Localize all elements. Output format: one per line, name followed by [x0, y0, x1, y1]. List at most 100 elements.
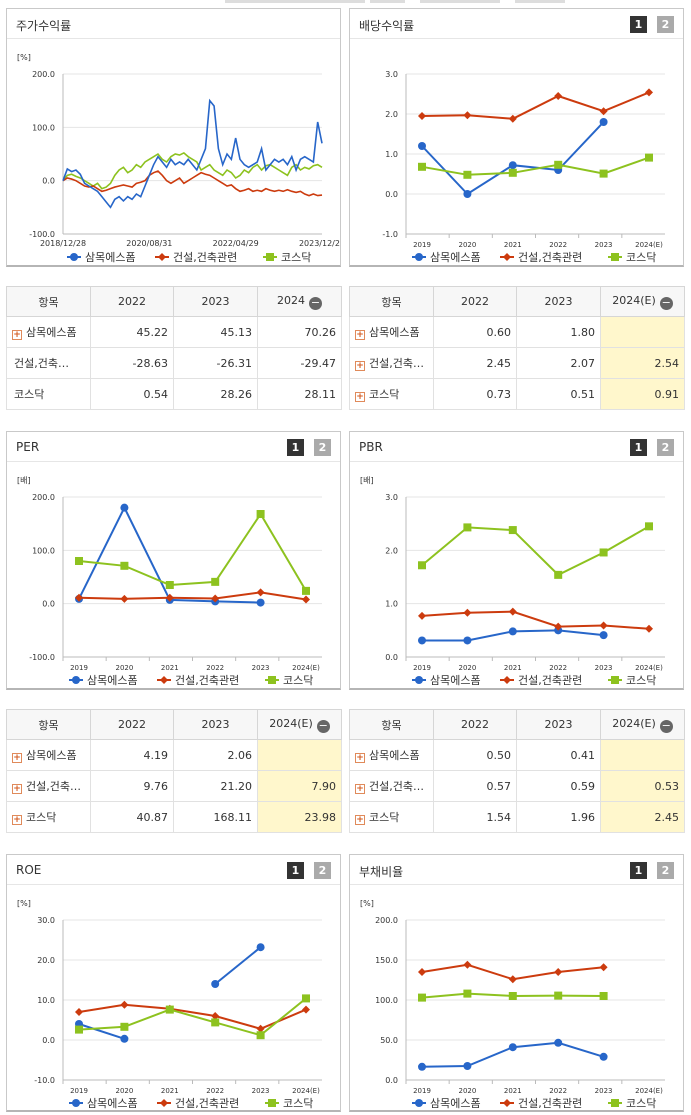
- row-name-cell[interactable]: + 삼목에스폼: [6, 739, 91, 771]
- x-tick-label: 2021: [504, 664, 522, 672]
- collapse-minus-icon[interactable]: −: [309, 295, 322, 310]
- chart-view-2-button[interactable]: 2: [657, 16, 674, 33]
- legend-label-company: 삼목에스폼: [430, 251, 481, 264]
- data-point-square: [463, 170, 472, 179]
- collapse-minus-icon[interactable]: −: [316, 718, 330, 733]
- legend-label-kosdaq: 코스닥: [283, 674, 313, 687]
- y-tick-label: 0.0: [385, 190, 398, 199]
- header-label: 2023: [544, 718, 573, 731]
- x-tick-label: 2023: [252, 1087, 270, 1095]
- x-tick-label: 2021: [161, 1087, 179, 1095]
- table-row: + 삼목에스폼 0.60 1.80: [349, 316, 685, 348]
- expand-plus-icon[interactable]: +: [355, 361, 365, 371]
- series-line-company: [214, 946, 262, 985]
- expand-plus-icon[interactable]: +: [355, 392, 365, 402]
- expand-plus-icon[interactable]: +: [355, 753, 365, 763]
- y-axis-unit-label: [배]: [360, 476, 374, 485]
- table-header-cell: 항목: [6, 286, 91, 317]
- value-cell: 2.54: [600, 347, 685, 379]
- panel-title: 배당수익률: [359, 19, 415, 33]
- data-point-diamond: [599, 107, 608, 116]
- collapse-minus-icon[interactable]: −: [659, 718, 673, 733]
- row-name-cell[interactable]: + 코스닥: [6, 801, 91, 833]
- row-name-cell[interactable]: + 삼목에스폼: [349, 739, 434, 771]
- row-name-cell[interactable]: + 건설,건축…: [349, 347, 434, 379]
- legend-label-company: 삼목에스폼: [85, 251, 136, 264]
- roe-chart: [%] 30.0 20.0 10.0 0.0 -10.0 2019 2020 2021 2022 2…: [7, 886, 340, 1111]
- data-point-diamond: [256, 1024, 265, 1033]
- y-tick-label: 30.0: [37, 916, 55, 925]
- per-chart: [배] 200.0 100.0 0.0 -100.0 2019 2020 2021 2022 20…: [7, 463, 340, 689]
- table-header-cell: 2024(E) −: [600, 286, 685, 317]
- header-label: 2022: [461, 718, 489, 731]
- series-line-kosdaq: [421, 525, 650, 577]
- chart-view-1-button[interactable]: 1: [287, 439, 304, 456]
- data-point-square: [554, 991, 563, 1000]
- panel-title: 주가수익률: [16, 19, 72, 33]
- value-cell: 0.50: [433, 739, 517, 771]
- chart-view-1-button[interactable]: 1: [630, 439, 647, 456]
- expand-plus-icon[interactable]: +: [12, 330, 22, 340]
- chart-view-2-button[interactable]: 2: [314, 862, 331, 879]
- expand-plus-icon[interactable]: +: [12, 784, 22, 794]
- row-name-cell[interactable]: + 코스닥: [349, 801, 434, 833]
- table-row: + 코스닥 1.54 1.96 2.45: [349, 801, 685, 833]
- y-tick-label: -100.0: [29, 653, 55, 662]
- chart-view-2-button[interactable]: 2: [657, 862, 674, 879]
- data-point-square: [418, 993, 426, 1002]
- chart-view-1-button[interactable]: 1: [287, 862, 304, 879]
- data-point-square: [120, 1022, 129, 1031]
- data-point-circle: [70, 253, 78, 261]
- table-row: 코스닥 0.54 28.26 28.11: [6, 378, 342, 410]
- row-name-cell[interactable]: + 건설,건축…: [349, 770, 434, 802]
- data-point-diamond: [599, 621, 608, 630]
- legend-label-sector: 건설,건축관련: [518, 251, 582, 264]
- chart-view-2-button[interactable]: 2: [657, 439, 674, 456]
- data-point-circle: [72, 1099, 80, 1107]
- x-tick-label: 2019: [413, 1087, 431, 1095]
- legend-label-kosdaq: 코스닥: [281, 251, 311, 264]
- table-header-cell: 항목: [349, 709, 434, 740]
- value-cell: 70.26: [257, 316, 342, 348]
- y-tick-label: 0.0: [385, 653, 398, 662]
- data-point-circle: [256, 943, 265, 952]
- table-row: + 삼목에스폼 45.22 45.13 70.26: [6, 316, 342, 348]
- x-tick-label: 2023: [595, 1087, 613, 1095]
- row-name: 삼목에스폼: [26, 326, 77, 339]
- expand-plus-icon[interactable]: +: [355, 330, 365, 340]
- header-label: 2022: [118, 295, 146, 308]
- x-tick-label: 2022: [549, 241, 567, 249]
- collapse-minus-icon[interactable]: −: [659, 295, 673, 310]
- table-header-cell: 2023: [516, 709, 601, 740]
- value-cell: 40.87: [90, 801, 174, 833]
- row-name-cell[interactable]: + 건설,건축…: [6, 770, 91, 802]
- expand-plus-icon[interactable]: +: [12, 753, 22, 763]
- chart-view-1-button[interactable]: 1: [630, 16, 647, 33]
- chart-view-1-button[interactable]: 1: [630, 862, 647, 879]
- chart-view-2-button[interactable]: 2: [314, 439, 331, 456]
- value-cell: 0.60: [433, 316, 517, 348]
- expand-plus-icon[interactable]: +: [12, 815, 22, 825]
- data-point-diamond: [211, 1012, 220, 1020]
- row-name: 코스닥: [14, 388, 45, 401]
- table-header-cell: 2022: [90, 286, 174, 317]
- row-name-cell[interactable]: + 삼목에스폼: [349, 316, 434, 348]
- expand-plus-icon[interactable]: +: [355, 784, 365, 794]
- y-axis-unit-label: [%]: [360, 899, 374, 908]
- legend-label-kosdaq: 코스닥: [626, 251, 656, 264]
- row-name-cell[interactable]: + 삼목에스폼: [6, 316, 91, 348]
- x-tick-label: 2019: [70, 1087, 88, 1095]
- row-name-cell[interactable]: + 코스닥: [349, 378, 434, 410]
- expand-plus-icon[interactable]: +: [355, 815, 365, 825]
- data-point-diamond: [418, 112, 426, 120]
- series-line-company: [62, 98, 323, 209]
- panel-title: PER: [16, 440, 40, 454]
- value-cell: 168.11: [173, 801, 258, 833]
- data-point-diamond: [503, 1099, 511, 1107]
- y-tick-label: 100.0: [375, 996, 398, 1005]
- row-name: 건설,건축…: [14, 357, 69, 370]
- data-point-square: [211, 1018, 220, 1027]
- data-point-diamond: [120, 1000, 129, 1009]
- data-point-diamond: [165, 593, 174, 602]
- row-name: 삼목에스폼: [369, 749, 420, 762]
